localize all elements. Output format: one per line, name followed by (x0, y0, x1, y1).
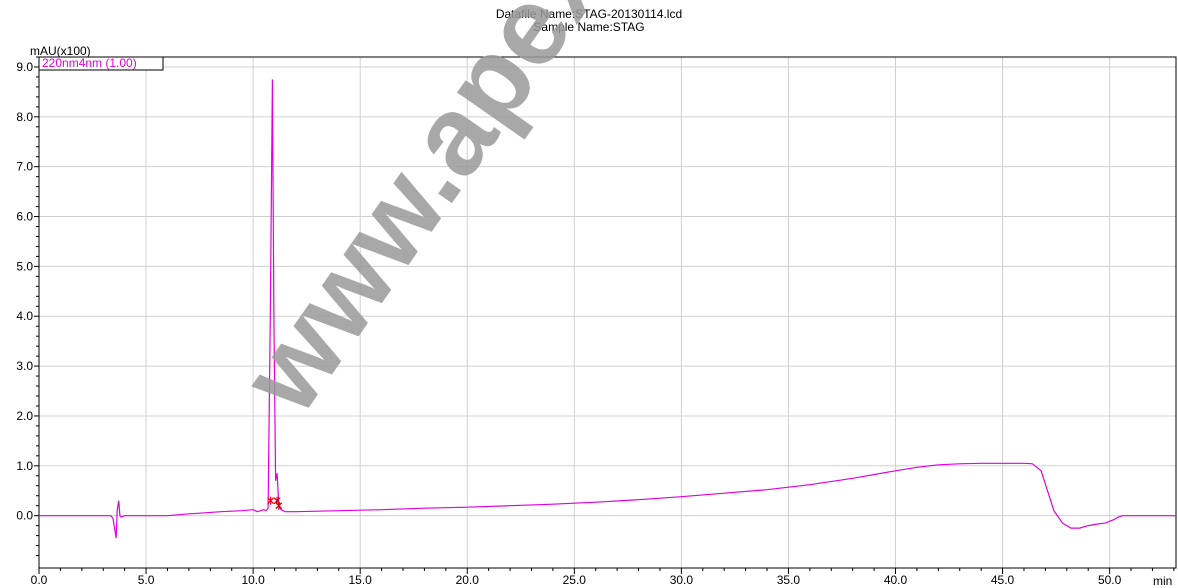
legend-entry: 220nm4nm (1.00) (42, 56, 137, 70)
x-tick-label: 15.0 (349, 573, 373, 587)
sample-name: Sample Name:STAG (533, 20, 645, 34)
y-tick-label: 1.0 (16, 459, 33, 473)
x-tick-label: 0.0 (31, 573, 48, 587)
y-tick-label: 0.0 (16, 509, 33, 523)
x-tick-label: 45.0 (991, 573, 1015, 587)
x-tick-label: 20.0 (456, 573, 480, 587)
axes: 0.0 5.0 10.0 15.0 20.0 25.0 30.0 35.0 40.0 45.0 50… (16, 56, 1177, 587)
x-tick-label: 40.0 (884, 573, 908, 587)
grid (39, 57, 1176, 568)
plot-frame (38, 56, 1177, 569)
watermark: www.apexbt.com (217, 0, 842, 435)
x-tick-label: 25.0 (563, 573, 587, 587)
y-tick-label: 8.0 (16, 110, 33, 124)
y-tick-label: 5.0 (16, 259, 33, 273)
y-tick-label: 2.0 (16, 409, 33, 423)
x-tick-label: 5.0 (138, 573, 155, 587)
y-tick-label: 7.0 (16, 160, 33, 174)
y-tick-label: 3.0 (16, 359, 33, 373)
x-tick-label: 10.0 (241, 573, 265, 587)
chart-header: Datafile Name:STAG-20130114.lcd Sample N… (0, 8, 1178, 34)
x-axis-label: min (1153, 574, 1172, 588)
y-tick-label: 9.0 (16, 60, 33, 74)
y-tick-label: 4.0 (16, 309, 33, 323)
x-tick-label: 50.0 (1098, 573, 1122, 587)
y-tick-label: 6.0 (16, 210, 33, 224)
trace-layer (39, 79, 1176, 539)
chromatogram-trace (39, 79, 1176, 539)
peak-marker (267, 496, 275, 505)
legend-box (38, 56, 164, 71)
peak-markers (267, 496, 283, 510)
datafile-name: Datafile Name:STAG-20130114.lcd (495, 7, 683, 21)
y-axis-label: mAU(x100) (30, 44, 91, 58)
peak-marker (275, 501, 283, 510)
x-tick-label: 35.0 (777, 573, 801, 587)
x-tick-label: 30.0 (670, 573, 694, 587)
legend: 220nm4nm (1.00) (38, 56, 164, 71)
